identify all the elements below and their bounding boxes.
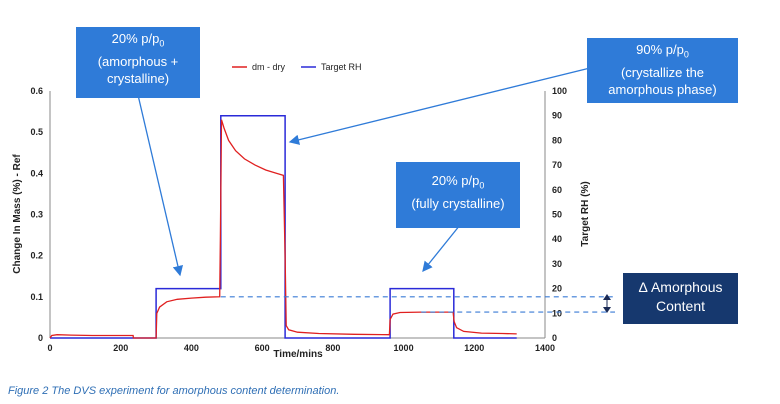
x-tick-label: 400 bbox=[184, 343, 199, 353]
callout-2-line1: 90% p/p0 bbox=[636, 42, 689, 60]
callout-arrow-1 bbox=[137, 94, 183, 277]
y2-axis-title: Target RH (%) bbox=[580, 181, 591, 246]
x-tick-label: 1400 bbox=[535, 343, 555, 353]
x-tick-label: 800 bbox=[325, 343, 340, 353]
y2-tick-label: 60 bbox=[552, 185, 562, 195]
y-tick-label: 0.2 bbox=[30, 251, 43, 261]
y2-ticks: 0 10 20 30 40 50 60 70 80 90 100 bbox=[552, 86, 567, 343]
y-tick-label: 0.6 bbox=[30, 86, 43, 96]
y2-tick-label: 0 bbox=[552, 333, 557, 343]
y2-tick-label: 80 bbox=[552, 135, 562, 145]
x-tick-label: 0 bbox=[47, 343, 52, 353]
x-tick-label: 200 bbox=[113, 343, 128, 353]
x-axis-title: Time/mins bbox=[273, 349, 323, 360]
y-tick-label: 0.3 bbox=[30, 210, 43, 220]
y2-tick-label: 90 bbox=[552, 111, 562, 121]
callout-arrow-3 bbox=[422, 224, 461, 273]
callout-20-percent-crystalline: 20% p/p0 (fully crystalline) bbox=[396, 162, 520, 228]
y-ticks: 0 0.1 0.2 0.3 0.4 0.5 0.6 bbox=[30, 86, 43, 343]
y2-tick-label: 10 bbox=[552, 308, 562, 318]
y2-tick-label: 50 bbox=[552, 210, 562, 220]
callout-1-line1: 20% p/p0 bbox=[111, 31, 165, 49]
legend-label-target-rh: Target RH bbox=[321, 62, 362, 72]
callout-2-line2: (crystallize the bbox=[620, 64, 705, 80]
y2-tick-label: 30 bbox=[552, 259, 562, 269]
legend-label-dm-dry: dm - dry bbox=[252, 62, 286, 72]
callout-arrow-2 bbox=[288, 67, 591, 145]
delta-arrow-up bbox=[603, 294, 611, 300]
x-tick-label: 1000 bbox=[394, 343, 414, 353]
callout-4-line2: Content bbox=[655, 298, 706, 314]
y-tick-label: 0.5 bbox=[30, 127, 43, 137]
callout-1-line2: (amorphous + bbox=[97, 53, 179, 69]
y-tick-label: 0.4 bbox=[30, 168, 43, 178]
x-tick-label: 600 bbox=[255, 343, 270, 353]
y2-tick-label: 40 bbox=[552, 234, 562, 244]
callout-delta-amorphous: Δ Amorphous Content bbox=[623, 273, 738, 324]
y-axis-title: Change In Mass (%) - Ref bbox=[12, 154, 23, 274]
y-tick-label: 0 bbox=[38, 333, 43, 343]
callout-4-line1: Δ Amorphous bbox=[638, 279, 723, 295]
y-tick-label: 0.1 bbox=[30, 292, 43, 302]
callout-3-line1: 20% p/p0 bbox=[431, 173, 485, 191]
callout-90-percent: 90% p/p0 (crystallize the amorphous phas… bbox=[587, 38, 738, 103]
y2-tick-label: 70 bbox=[552, 160, 562, 170]
callout-2-line3: amorphous phase) bbox=[608, 81, 717, 97]
x-tick-label: 1200 bbox=[464, 343, 484, 353]
callout-3-line2: (fully crystalline) bbox=[411, 195, 505, 211]
delta-arrow-down bbox=[603, 307, 611, 313]
callout-20-percent-mixed: 20% p/p0 (amorphous + crystalline) bbox=[76, 27, 200, 98]
y2-tick-label: 100 bbox=[552, 86, 567, 96]
figure-caption: Figure 2 The DVS experiment for amorphou… bbox=[8, 385, 340, 397]
y2-tick-label: 20 bbox=[552, 284, 562, 294]
callout-1-line3: crystalline) bbox=[106, 70, 170, 86]
series-dm-dry bbox=[49, 119, 517, 339]
x-ticks: 0 200 400 600 800 1000 1200 1400 bbox=[47, 343, 555, 353]
